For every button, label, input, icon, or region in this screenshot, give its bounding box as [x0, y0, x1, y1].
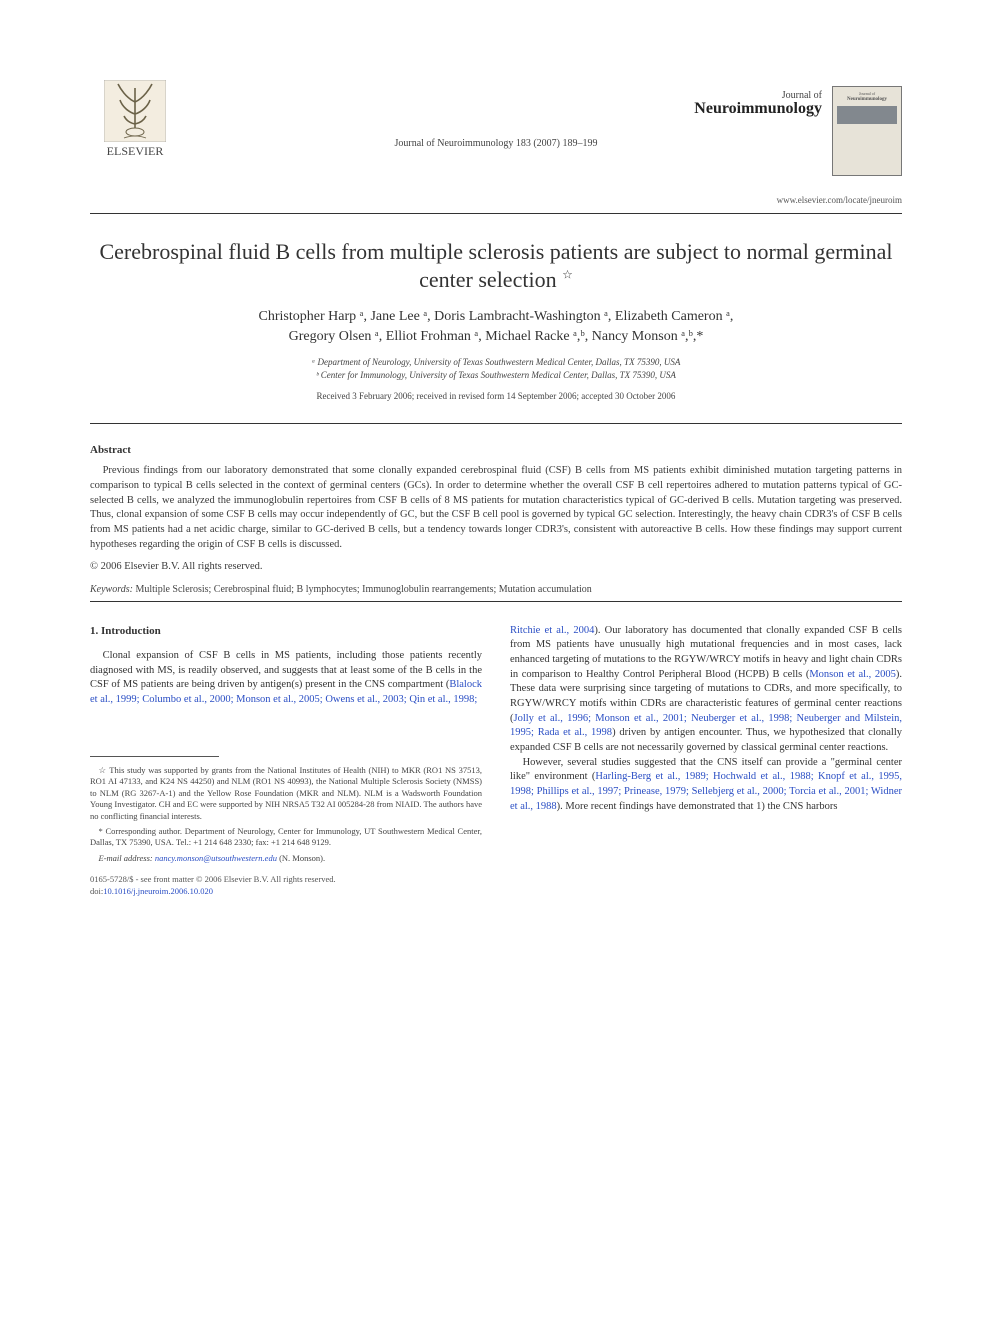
keywords: Keywords: Multiple Sclerosis; Cerebrospi…	[90, 584, 902, 595]
publisher-name: ELSEVIER	[107, 144, 164, 159]
footnote-separator	[90, 756, 219, 757]
intro-left-para: Clonal expansion of CSF B cells in MS pa…	[90, 649, 482, 708]
email-tail: (N. Monson).	[277, 853, 325, 863]
abstract-label: Abstract	[90, 444, 902, 456]
intro-right-para-2: However, several studies suggested that …	[510, 756, 902, 815]
footnote-email: E-mail address: nancy.monson@utsouthwest…	[90, 853, 482, 864]
keywords-rule	[90, 601, 902, 602]
top-rule	[90, 213, 902, 214]
footnotes: ☆ This study was supported by grants fro…	[90, 765, 482, 865]
journal-locator-url: www.elsevier.com/locate/jneuroim	[90, 195, 902, 205]
article-title: Cerebrospinal fluid B cells from multipl…	[90, 238, 902, 293]
keywords-label: Keywords:	[90, 584, 133, 595]
left-column: 1. Introduction Clonal expansion of CSF …	[90, 624, 482, 899]
affiliations: ᵃ Department of Neurology, University of…	[90, 356, 902, 381]
elsevier-logo-icon	[104, 80, 166, 142]
intro-right-cite-1[interactable]: Ritchie et al., 2004	[510, 625, 594, 636]
doi-label: doi:	[90, 886, 103, 896]
authors-line-1: Christopher Harp ᵃ, Jane Lee ᵃ, Doris La…	[259, 309, 734, 324]
email-label: E-mail address:	[99, 853, 155, 863]
authors: Christopher Harp ᵃ, Jane Lee ᵃ, Doris La…	[90, 307, 902, 346]
keywords-text: Multiple Sclerosis; Cerebrospinal fluid;…	[133, 584, 592, 595]
footer-block: 0165-5728/$ - see front matter © 2006 El…	[90, 874, 482, 898]
journal-block: Journal of Neuroimmunology Journal ofNeu…	[694, 80, 902, 176]
right-column: Ritchie et al., 2004). Our laboratory ha…	[510, 624, 902, 899]
intro-heading: 1. Introduction	[90, 624, 482, 639]
article-title-text: Cerebrospinal fluid B cells from multipl…	[99, 239, 892, 292]
abstract-body: Previous findings from our laboratory de…	[90, 464, 902, 552]
doi[interactable]: 10.1016/j.jneuroim.2006.10.020	[103, 886, 213, 896]
authors-line-2: Gregory Olsen ᵃ, Elliot Frohman ᵃ, Micha…	[289, 329, 704, 344]
affiliation-b: ᵇ Center for Immunology, University of T…	[316, 370, 676, 380]
front-matter: 0165-5728/$ - see front matter © 2006 El…	[90, 874, 336, 884]
affiliation-a: ᵃ Department of Neurology, University of…	[312, 357, 681, 367]
abstract-copyright: © 2006 Elsevier B.V. All rights reserved…	[90, 561, 902, 572]
journal-name: Neuroimmunology	[694, 101, 822, 118]
email-address[interactable]: nancy.monson@utsouthwestern.edu	[155, 853, 277, 863]
intro-right-tail-2: ). More recent findings have demonstrate…	[557, 801, 838, 812]
intro-right-cite-2[interactable]: Monson et al., 2005	[809, 669, 896, 680]
title-footnote-star: ☆	[562, 267, 573, 281]
intro-left-lead: Clonal expansion of CSF B cells in MS pa…	[90, 650, 482, 690]
mid-rule	[90, 423, 902, 424]
article-dates: Received 3 February 2006; received in re…	[90, 391, 902, 401]
footnote-grant: ☆ This study was supported by grants fro…	[90, 765, 482, 822]
intro-right-para-1: Ritchie et al., 2004). Our laboratory ha…	[510, 624, 902, 756]
journal-cover-thumbnail: Journal ofNeuroimmunology	[832, 86, 902, 176]
footnote-corresponding: * Corresponding author. Department of Ne…	[90, 826, 482, 849]
body-columns: 1. Introduction Clonal expansion of CSF …	[90, 624, 902, 899]
publisher-block: ELSEVIER	[90, 80, 180, 159]
